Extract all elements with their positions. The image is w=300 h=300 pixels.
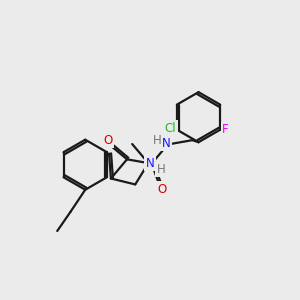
Text: H: H [153,134,162,147]
Text: H: H [157,163,165,176]
Text: Cl: Cl [165,122,176,135]
Text: O: O [103,134,113,147]
Text: N: N [146,157,154,169]
Text: F: F [222,123,229,136]
Text: N: N [162,136,171,149]
Text: O: O [158,183,167,196]
